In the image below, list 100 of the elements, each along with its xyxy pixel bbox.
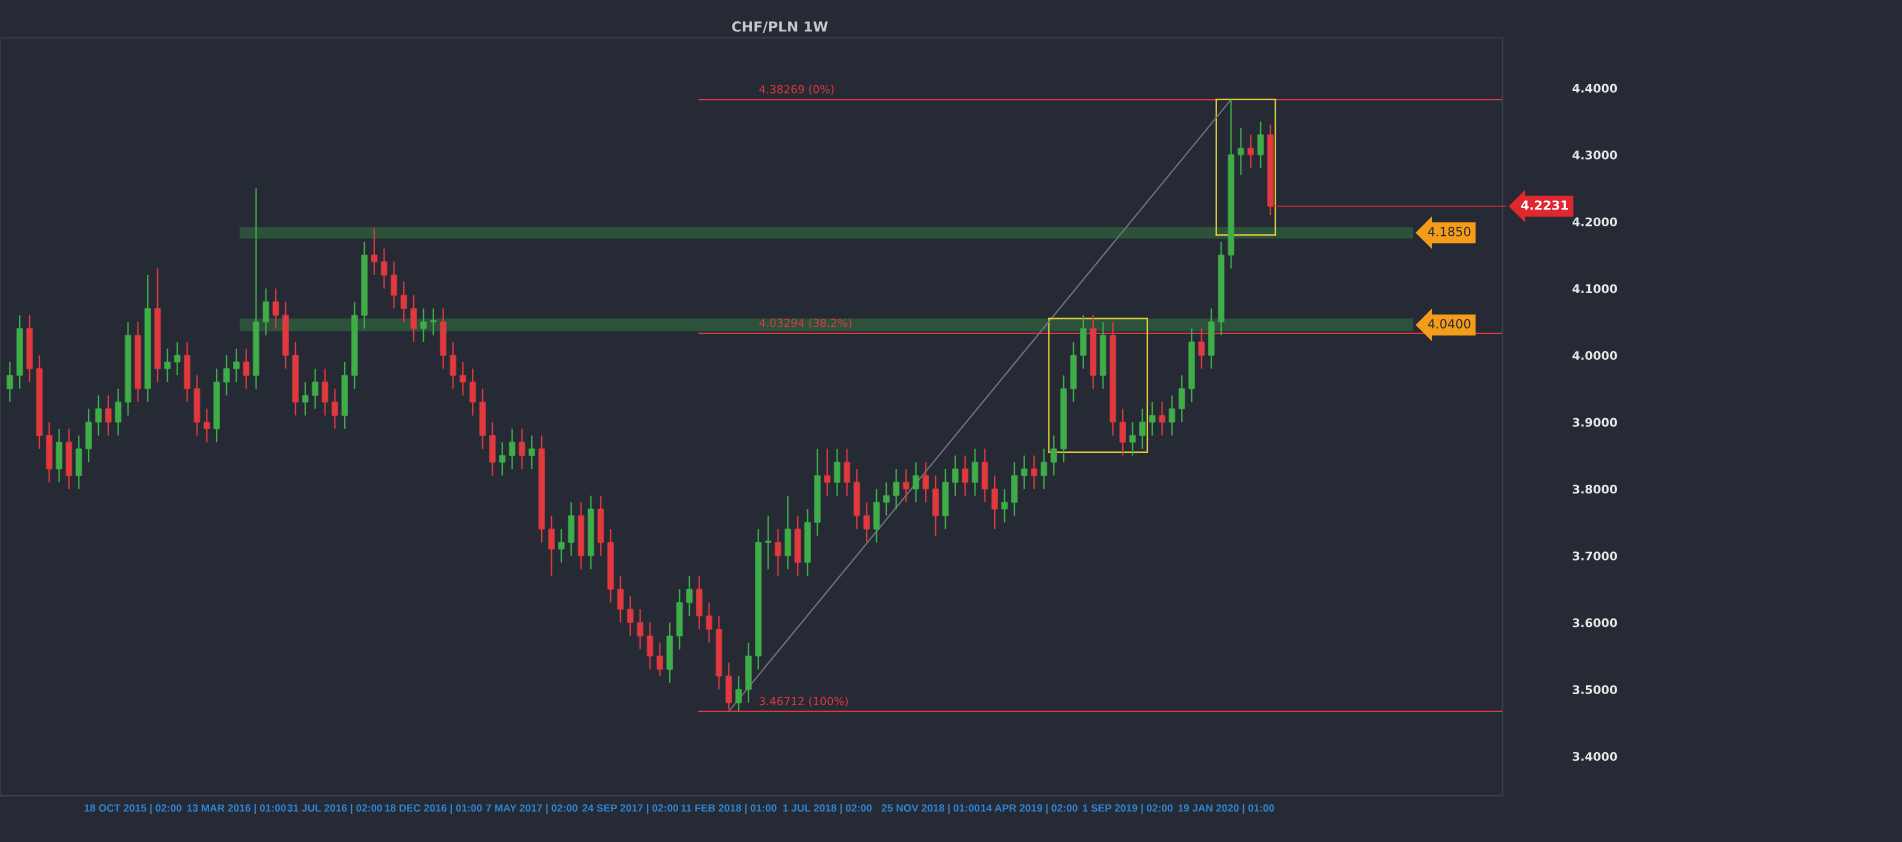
candlestick (164, 347, 171, 383)
candlestick (902, 468, 910, 504)
x-tick-label: 7 MAY 2017 | 02:00 (486, 804, 578, 814)
candlestick (105, 394, 112, 437)
ref-line-label: 3.46712 (100%) (759, 696, 848, 707)
candlestick (883, 481, 890, 517)
candlestick (1001, 488, 1008, 524)
candlestick (991, 474, 998, 530)
candlestick (843, 448, 851, 497)
annotation: 4.2231 (1521, 200, 1568, 210)
candlestick (912, 461, 920, 504)
candlestick (449, 341, 457, 390)
chart-title: CHF/PLN 1W (732, 21, 828, 33)
candlestick (1158, 401, 1166, 437)
candlestick (1247, 134, 1254, 169)
candlestick (863, 501, 870, 544)
y-tick-label: 3.8000 (1572, 484, 1618, 494)
y-tick-label: 4.1000 (1572, 284, 1618, 294)
candlestick (765, 514, 772, 570)
candlestick (331, 388, 339, 430)
candlestick (952, 454, 959, 497)
candlestick (380, 247, 388, 290)
candlestick (961, 454, 969, 497)
candlestick (1139, 408, 1146, 450)
candlestick (1237, 127, 1245, 176)
candlestick (636, 608, 644, 651)
candlestick (469, 367, 476, 417)
candlestick (627, 595, 634, 637)
x-tick-label: 1 JUL 2018 | 02:00 (783, 804, 872, 814)
candlestick (1119, 408, 1126, 457)
candlestick (922, 461, 929, 504)
candlestick (174, 341, 181, 377)
candlestick (508, 428, 516, 470)
candlestick (400, 281, 407, 323)
y-tick-label: 3.7000 (1572, 551, 1618, 561)
candlestick (1021, 454, 1028, 490)
candlestick (1129, 421, 1136, 457)
candlestick (430, 307, 437, 336)
x-tick-label: 25 NOV 2018 | 01:00 (881, 804, 980, 814)
x-tick-label: 24 SEP 2017 | 02:00 (582, 804, 679, 814)
candlestick (321, 367, 329, 417)
candlestick (833, 448, 841, 497)
candlestick (705, 601, 713, 644)
y-tick-label: 3.6000 (1572, 618, 1618, 628)
candlestick (223, 354, 230, 397)
candlestick (774, 528, 782, 577)
ref-line-label: 4.03294 (38.2%) (759, 318, 852, 329)
candlestick (390, 261, 398, 310)
candlestick (528, 434, 535, 470)
y-tick-label: 4.2000 (1572, 217, 1618, 227)
y-tick-label: 4.4000 (1572, 83, 1618, 93)
candlestick (115, 388, 122, 437)
candlestick (1168, 394, 1176, 437)
candlestick (311, 367, 319, 410)
y-tick-label: 3.9000 (1572, 417, 1618, 427)
candlestick (735, 675, 742, 713)
candlestick (1149, 401, 1156, 437)
candlestick (893, 468, 900, 510)
candlestick (686, 575, 693, 617)
band-label: 4.0400 (1428, 319, 1471, 329)
candlestick (302, 381, 309, 417)
x-tick-label: 11 FEB 2018 | 01:00 (681, 804, 777, 814)
candlestick (272, 287, 279, 330)
candlestick (1178, 374, 1185, 423)
candlestick (233, 347, 240, 383)
x-tick-label: 19 JAN 2020 | 01:00 (1178, 804, 1275, 814)
candlestick (971, 448, 979, 497)
candlestick (459, 361, 467, 397)
x-tick-label: 1 SEP 2019 | 02:00 (1082, 804, 1173, 814)
candlestick (518, 428, 526, 470)
candlestick (1257, 120, 1264, 169)
candlestick (646, 621, 654, 671)
x-tick-label: 18 OCT 2015 | 02:00 (84, 804, 182, 814)
candlestick (262, 287, 270, 336)
candlestick (1030, 454, 1038, 490)
x-tick-label: 31 JUL 2016 | 02:00 (287, 804, 383, 814)
y-tick-label: 4.3000 (1572, 150, 1618, 160)
candlestick (499, 441, 506, 477)
y-tick-label: 4.0000 (1572, 351, 1618, 360)
candlestick (1050, 434, 1057, 477)
candlestick (95, 394, 102, 437)
ref-line-label: 4.38269 (0%) (759, 84, 834, 95)
candlestick (824, 448, 831, 497)
candlestick (548, 514, 555, 577)
y-tick-label: 3.4000 (1572, 751, 1618, 761)
x-tick-label: 13 MAR 2016 | 01:00 (187, 804, 286, 814)
candlestick (203, 408, 210, 443)
x-tick-label: 18 DEC 2016 | 01:00 (385, 804, 482, 814)
candlestick (420, 307, 427, 343)
band-label: 4.1850 (1428, 226, 1471, 237)
candlestick (656, 641, 663, 677)
candlestick (617, 575, 624, 624)
x-tick-label: 14 APR 2019 | 02:00 (981, 804, 1078, 814)
y-tick-label: 3.5000 (1572, 685, 1618, 695)
candlestick (1040, 448, 1048, 490)
candlestick (6, 361, 14, 403)
candlestick (371, 227, 378, 276)
candlestick (410, 294, 417, 343)
candlestick (558, 528, 565, 564)
candlestick (243, 347, 250, 390)
